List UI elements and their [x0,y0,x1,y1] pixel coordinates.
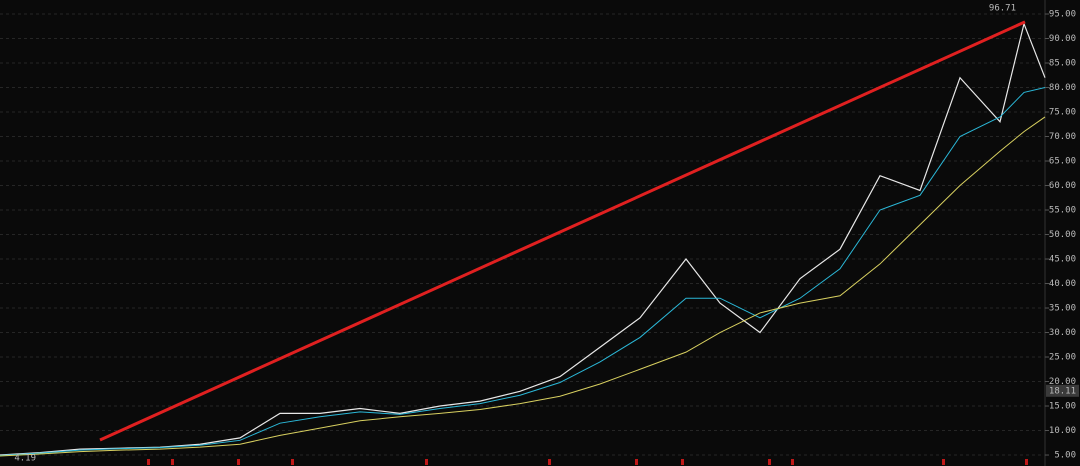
y-tick-label: 80.00 [1049,83,1076,93]
y-tick-label: 25.00 [1049,353,1076,363]
y-tick-label: 50.00 [1049,230,1076,240]
y-tick-label: 5.00 [1054,451,1076,461]
y-tick-label: 45.00 [1049,255,1076,265]
y-tick-label: 60.00 [1049,181,1076,191]
y-tick-label: 65.00 [1049,157,1076,167]
y-tick-label: 30.00 [1049,328,1076,338]
y-tick-label: 10.00 [1049,426,1076,436]
annotation: 4.19 [14,454,36,464]
event-markers [147,459,1028,465]
series-line [0,87,1046,457]
y-tick-label: 95.00 [1049,10,1076,20]
last-price-label: 18.11 [1049,386,1076,396]
y-tick-label: 75.00 [1049,108,1076,118]
annotation: 96.71 [989,4,1016,14]
y-tick-label: 90.00 [1049,34,1076,44]
last-price-box [1046,384,1079,397]
y-tick-label: 70.00 [1049,132,1076,142]
y-tick-label: 85.00 [1049,59,1076,69]
series-line [0,21,1046,456]
series-line [0,116,1046,457]
trendline [99,20,1026,442]
y-tick-label: 15.00 [1049,402,1076,412]
y-tick-label: 55.00 [1049,206,1076,216]
y-tick-label: 35.00 [1049,304,1076,314]
y-tick-label: 40.00 [1049,279,1076,289]
y-tick-label: 20.00 [1049,377,1076,387]
